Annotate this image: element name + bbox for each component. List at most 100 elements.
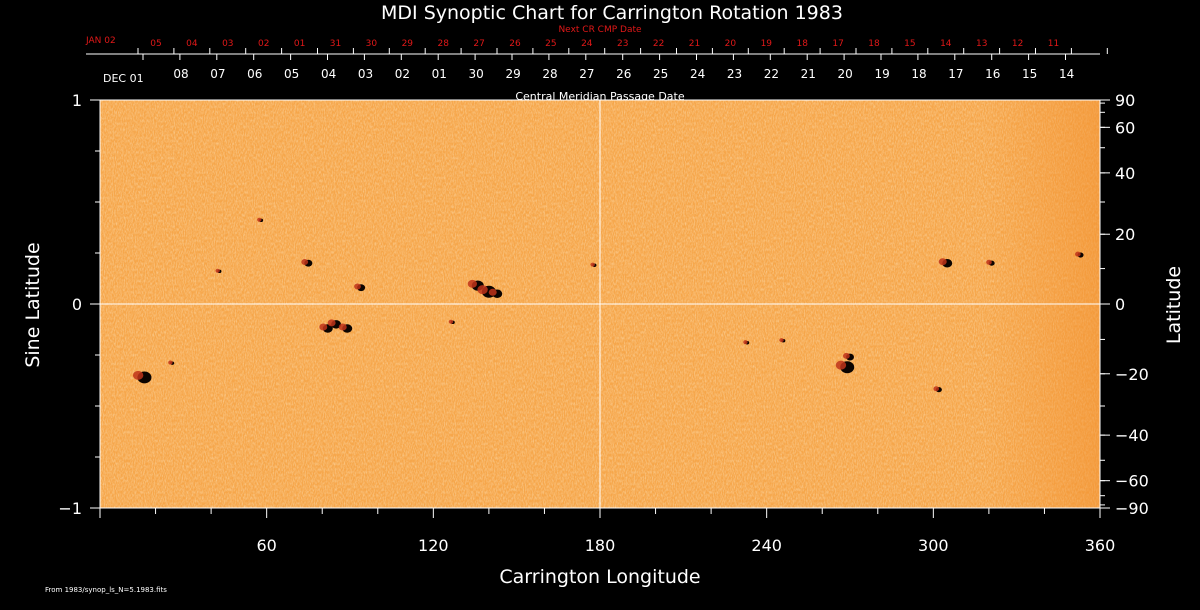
active-region-halo [257,217,262,222]
chart-title: MDI Synoptic Chart for Carrington Rotati… [381,2,843,24]
cmp-date-label: 07 [210,67,225,81]
next-cr-date-label: 26 [509,39,521,49]
next-cr-date-label: 01 [294,39,305,49]
active-region-halo [1075,251,1081,257]
active-region-halo [779,338,784,343]
next-cr-date-label: 18 [796,39,808,49]
cmp-date-label: 17 [948,67,963,81]
next-cr-date-label: 02 [258,39,269,49]
y-left-tick-label: −1 [58,499,82,518]
y-right-tick-label: −40 [1115,426,1149,445]
next-cr-date-label: 04 [186,39,198,49]
x-axis-label: Carrington Longitude [499,566,700,588]
next-cr-date-label: 25 [545,39,556,49]
next-cr-date-label: 14 [940,39,952,49]
cmp-date-label: 20 [838,67,853,81]
plot-area [99,99,1101,509]
y-right-tick-label: −90 [1115,499,1149,518]
next-cr-date-label: 21 [689,39,700,49]
next-cr-date-label: 17 [832,39,843,49]
cmp-date-label: 08 [173,67,188,81]
y-left-tick-label: 0 [72,295,82,314]
y-axis-label-right: Latitude [1163,266,1185,344]
active-region-halo [488,288,497,296]
axes: 60 120 180 240 300 360 1 0 −1 90 60 40 20 0 −20 −40 −60 −… [58,36,1148,555]
active-region-halo [477,285,488,295]
next-cr-date-label: 30 [366,39,378,49]
next-cr-date-label: 29 [402,39,414,49]
next-cr-date-label: 28 [437,39,449,49]
cmp-date-label: 26 [616,67,631,81]
x-tick-label: 60 [256,536,276,555]
cmp-date-label: 15 [1022,67,1037,81]
cmp-date-label: 24 [690,67,705,81]
active-region-halo [168,360,173,365]
next-cr-date-label: 22 [653,39,664,49]
next-cr-date-label: 27 [473,39,484,49]
y-right-tick-label: 40 [1115,164,1135,183]
y-right-tick-label: 60 [1115,118,1135,137]
active-region-halo [938,258,947,266]
active-region-halo [327,319,336,327]
y-left-tick-label: 1 [72,91,82,110]
active-region-halo [835,360,847,370]
cmp-date-label: 27 [579,67,594,81]
cmp-date-label: 14 [1059,67,1074,81]
active-region-halo [338,323,347,331]
cmp-date-label: 18 [911,67,926,81]
y-right-tick-label: 90 [1115,91,1135,110]
cmp-date-label: 21 [801,67,816,81]
next-cr-first-date-label: JAN 02 [85,36,116,46]
active-region-halo [743,340,748,345]
next-cr-date-label: 23 [617,39,628,49]
cmp-first-date-label: DEC 01 [103,72,144,85]
cmp-date-label: 30 [469,67,484,81]
cmp-date-label: 16 [985,67,1000,81]
next-cr-date-label: 11 [1048,39,1059,49]
next-cr-date-label: 13 [976,39,987,49]
next-cr-date-label: 19 [761,39,773,49]
x-tick-label: 120 [418,536,449,555]
x-tick-label: 180 [585,536,616,555]
next-cr-date-label: 24 [581,39,593,49]
cmp-date-label: 29 [505,67,520,81]
next-cr-date-label: 12 [1012,39,1023,49]
cmp-date-label: 19 [874,67,889,81]
next-cr-date-label: 18 [868,39,880,49]
cmp-date-label: 25 [653,67,668,81]
active-region-halo [467,279,477,288]
next-cr-caption: Next CR CMP Date [558,25,642,35]
cmp-date-label: 03 [358,67,373,81]
next-cr-date-label: 05 [150,39,161,49]
active-region-halo [354,283,361,290]
cmp-date-label: 05 [284,67,299,81]
active-region-halo [933,386,939,392]
next-cr-date-label: 20 [725,39,737,49]
active-region-halo [132,370,144,380]
cmp-date-label: 02 [395,67,410,81]
y-right-tick-label: −60 [1115,472,1149,491]
active-regions [132,217,1084,393]
cmp-date-label: 04 [321,67,336,81]
y-axis-label-left: Sine Latitude [22,242,44,367]
active-region-halo [843,352,850,359]
x-tick-label: 300 [918,536,949,555]
active-region-halo [215,268,220,273]
active-region-halo [319,323,328,331]
cmp-date-label: 01 [432,67,447,81]
next-cr-date-label: 31 [330,39,341,49]
cmp-date-label: 22 [764,67,779,81]
active-region-halo [986,259,992,265]
y-right-tick-label: −20 [1115,365,1149,384]
active-region-halo [301,259,309,265]
x-tick-label: 240 [751,536,782,555]
cmp-date-label: 23 [727,67,742,81]
cmp-date-label: 28 [542,67,557,81]
cmp-date-label: 06 [247,67,262,81]
next-cr-date-label: 15 [904,39,915,49]
active-region-halo [590,262,595,267]
y-right-tick-label: 20 [1115,225,1135,244]
next-cr-date-label: 03 [222,39,233,49]
active-region-halo [448,319,454,324]
